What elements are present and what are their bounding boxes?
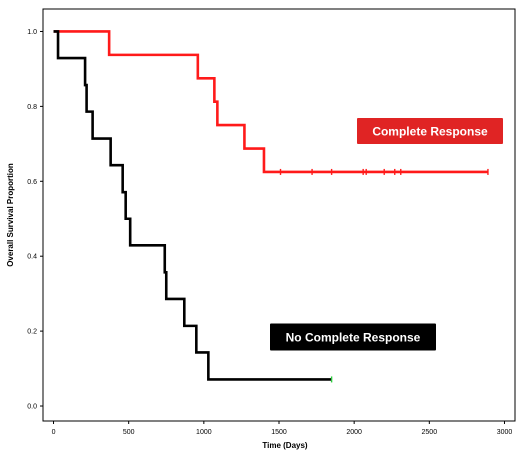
series-complete-response-line	[53, 30, 488, 174]
y-tick-label: 0.4	[27, 254, 37, 261]
series-no-complete-response-group	[53, 30, 333, 383]
no-complete-response-label-text: No Complete Response	[286, 331, 421, 345]
x-tick-label: 1500	[271, 429, 287, 436]
series-label-layer: Complete Response No Complete Response	[270, 118, 503, 351]
y-tick-label: 0.2	[27, 329, 37, 336]
y-axis-title: Overall Survival Proportion	[6, 163, 15, 267]
x-tick-label: 3000	[497, 429, 513, 436]
x-axis-ticks: 0 500 1000 1500 2000 2500 3000	[52, 421, 513, 436]
x-tick-label: 1000	[196, 429, 212, 436]
plot-frame	[42, 8, 516, 422]
x-tick-label: 2500	[422, 429, 438, 436]
y-tick-label: 0.8	[27, 104, 37, 111]
y-axis-ticks: 0.0 0.2 0.4 0.6 0.8 1.0	[27, 29, 43, 411]
series-complete-response-group	[53, 30, 489, 175]
y-tick-label: 0.6	[27, 179, 37, 186]
x-axis-title: Time (Days)	[262, 441, 308, 450]
x-tick-label: 2000	[346, 429, 362, 436]
y-tick-label: 1.0	[27, 29, 37, 36]
x-tick-label: 500	[123, 429, 135, 436]
series-layer	[53, 30, 489, 383]
complete-response-label-box	[357, 118, 503, 144]
y-tick-label: 0.0	[27, 404, 37, 411]
complete-response-label-text: Complete Response	[372, 125, 488, 139]
no-complete-response-label-box	[270, 323, 436, 351]
series-no-complete-response-line	[53, 30, 332, 381]
x-tick-label: 0	[52, 429, 56, 436]
